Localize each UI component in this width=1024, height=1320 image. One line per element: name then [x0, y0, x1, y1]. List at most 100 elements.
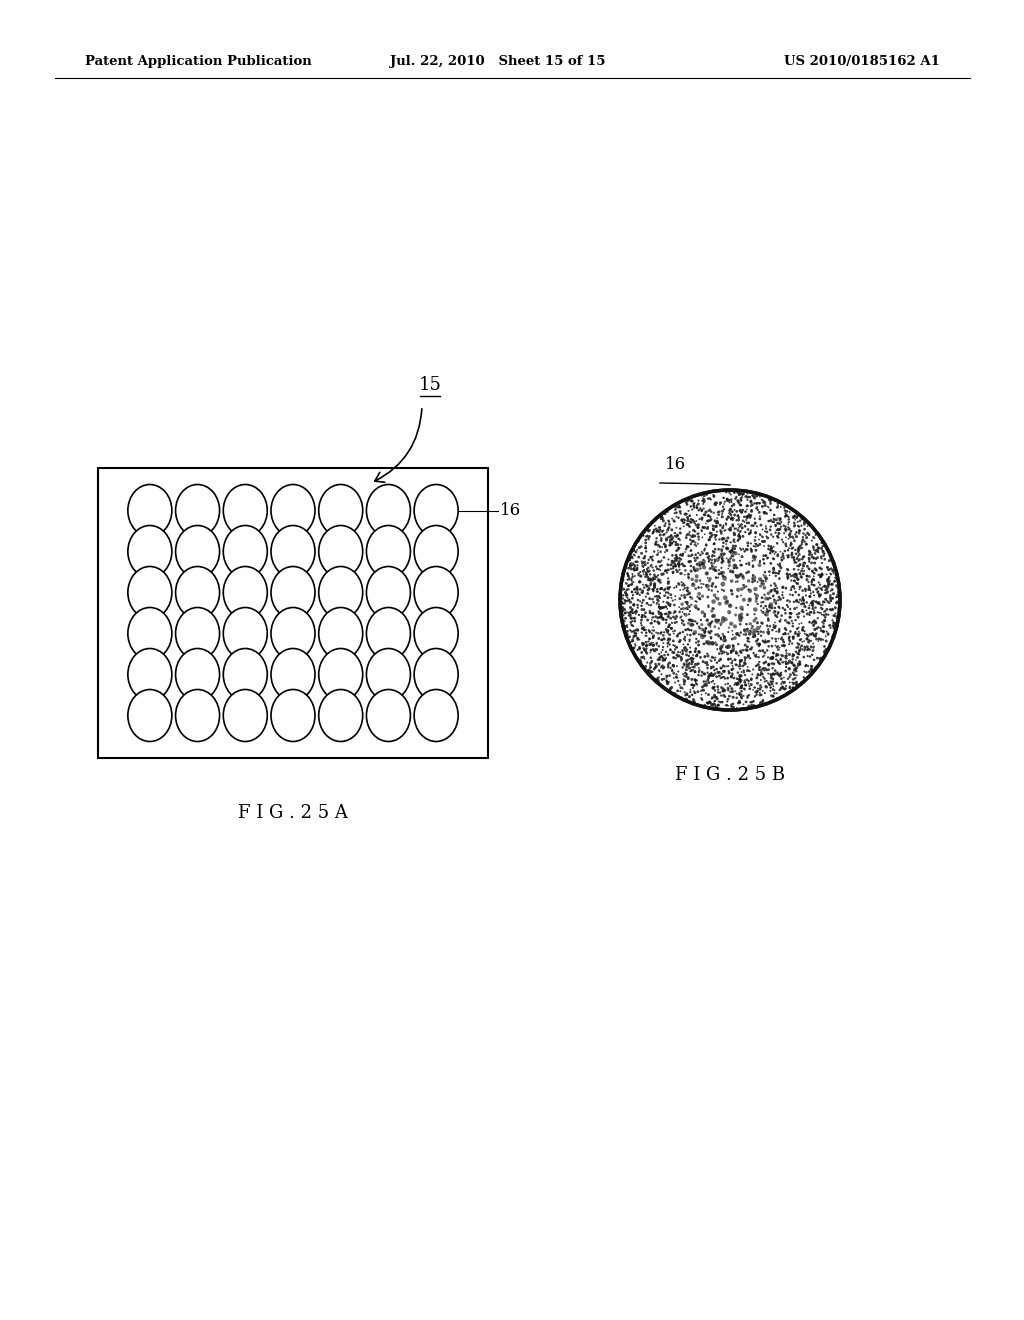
Point	[650, 671, 667, 692]
Point	[802, 595, 818, 616]
Point	[683, 527, 699, 548]
Point	[641, 619, 657, 640]
Point	[821, 615, 838, 636]
Point	[770, 635, 786, 656]
Point	[727, 536, 743, 557]
Point	[646, 611, 663, 632]
Point	[671, 507, 687, 528]
Point	[666, 606, 682, 627]
Point	[720, 558, 736, 579]
Point	[642, 612, 658, 634]
Point	[712, 638, 728, 659]
Point	[753, 595, 769, 616]
Point	[795, 593, 811, 614]
Point	[739, 631, 756, 652]
Point	[728, 673, 744, 694]
Point	[651, 597, 668, 618]
Point	[628, 619, 644, 640]
Point	[639, 626, 655, 647]
Point	[705, 573, 721, 594]
Point	[777, 651, 794, 672]
Point	[710, 624, 726, 645]
Point	[768, 576, 784, 597]
Point	[677, 587, 693, 609]
Point	[615, 605, 632, 626]
Point	[672, 630, 688, 651]
Point	[634, 647, 650, 668]
Point	[719, 694, 735, 715]
Point	[664, 587, 680, 609]
Point	[797, 512, 813, 533]
Point	[746, 570, 763, 591]
Point	[731, 671, 748, 692]
Point	[668, 667, 684, 688]
Point	[707, 511, 723, 532]
Point	[774, 630, 791, 651]
Point	[780, 513, 797, 535]
Point	[638, 622, 654, 643]
Point	[623, 602, 639, 623]
Point	[701, 632, 718, 653]
Point	[755, 573, 771, 594]
Point	[668, 535, 684, 556]
Point	[693, 665, 710, 686]
Point	[647, 566, 664, 587]
Ellipse shape	[271, 484, 315, 536]
Point	[708, 560, 724, 581]
Point	[819, 581, 836, 602]
Point	[777, 660, 794, 681]
Point	[666, 511, 682, 532]
Point	[727, 653, 743, 675]
Point	[690, 640, 707, 661]
Point	[765, 686, 781, 708]
Point	[723, 504, 739, 525]
Point	[786, 564, 803, 585]
Point	[726, 541, 742, 562]
Point	[777, 645, 794, 667]
Point	[727, 649, 743, 671]
Point	[784, 634, 801, 655]
Point	[795, 599, 811, 620]
Point	[662, 513, 678, 535]
Point	[726, 482, 742, 503]
Point	[663, 639, 679, 660]
Point	[750, 678, 766, 700]
Point	[756, 545, 772, 566]
Point	[777, 578, 794, 599]
Point	[766, 664, 782, 685]
Point	[812, 649, 828, 671]
Point	[703, 688, 720, 709]
Point	[810, 631, 826, 652]
Point	[635, 605, 651, 626]
Point	[651, 661, 668, 682]
Point	[617, 557, 634, 578]
Point	[688, 570, 705, 591]
Point	[783, 652, 800, 673]
Point	[777, 500, 794, 521]
Point	[760, 647, 776, 668]
Point	[761, 622, 777, 643]
Point	[730, 492, 746, 513]
Point	[687, 671, 703, 692]
Point	[632, 651, 648, 672]
Point	[636, 605, 652, 626]
Point	[801, 524, 817, 545]
Point	[675, 573, 691, 594]
Point	[819, 576, 836, 597]
Point	[788, 564, 805, 585]
Point	[749, 486, 765, 507]
Ellipse shape	[271, 648, 315, 701]
Point	[752, 508, 768, 529]
Point	[634, 605, 650, 626]
Point	[650, 586, 667, 607]
Point	[635, 647, 651, 668]
Point	[698, 483, 715, 504]
Point	[777, 506, 794, 527]
Point	[801, 558, 817, 579]
Point	[703, 576, 720, 597]
Point	[771, 638, 787, 659]
Point	[685, 520, 701, 541]
Point	[687, 611, 703, 632]
Point	[701, 622, 718, 643]
Point	[773, 496, 790, 517]
